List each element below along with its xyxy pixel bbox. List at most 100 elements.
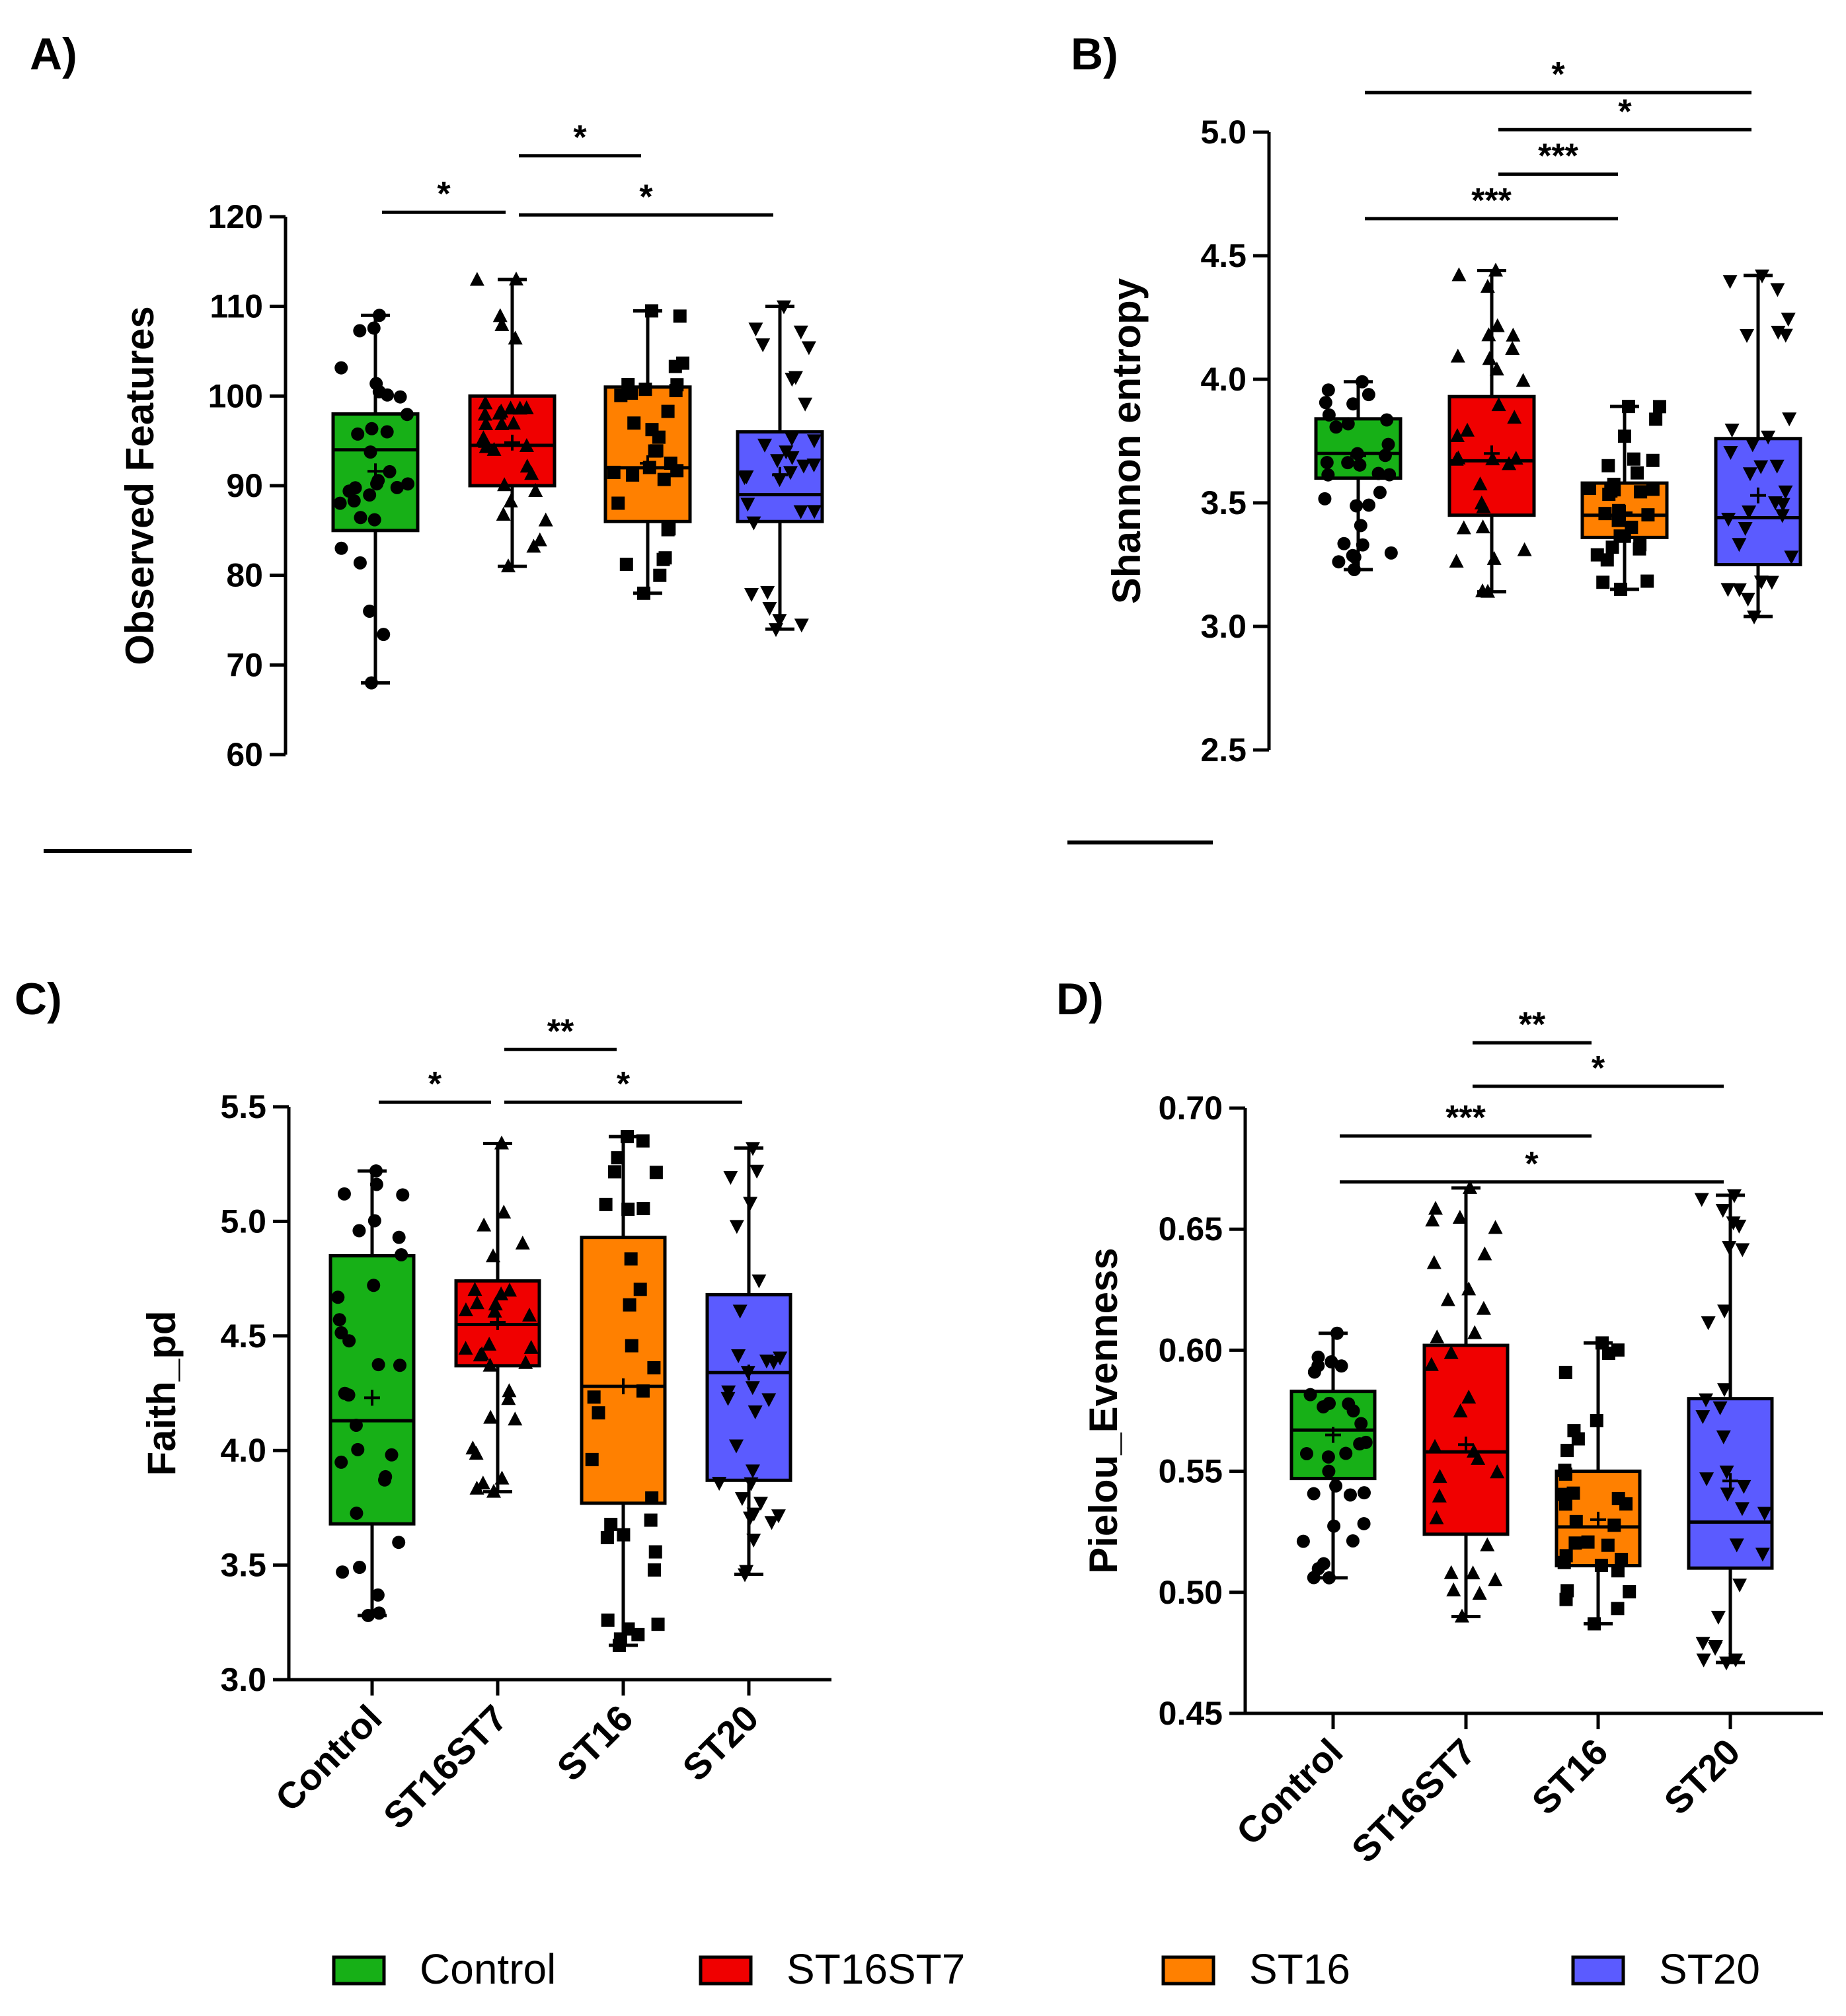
data-point — [1384, 546, 1398, 560]
data-point — [1430, 1329, 1445, 1344]
data-point — [1477, 1246, 1492, 1261]
data-point — [393, 1359, 407, 1372]
data-point — [760, 585, 775, 600]
data-point — [487, 1303, 502, 1318]
data-point — [508, 330, 523, 345]
box-st20 — [1687, 1189, 1774, 1671]
box-st16st7 — [1422, 1179, 1510, 1623]
significance-label: ** — [547, 1012, 574, 1051]
data-point — [642, 461, 656, 474]
data-point — [1475, 583, 1490, 597]
data-point — [338, 1386, 352, 1400]
data-point — [502, 1383, 517, 1398]
data-point — [1456, 520, 1471, 535]
data-point — [1357, 1516, 1371, 1530]
data-point — [1611, 1602, 1625, 1616]
data-point — [1463, 1179, 1477, 1194]
data-point — [1601, 1538, 1615, 1552]
data-point — [483, 1409, 498, 1424]
panel-label: C) — [15, 974, 62, 1024]
box-control — [331, 309, 420, 690]
data-point — [362, 1608, 375, 1622]
data-point — [1432, 1488, 1447, 1503]
data-point — [1652, 400, 1666, 414]
data-point — [1601, 1347, 1615, 1361]
data-point — [469, 272, 484, 286]
data-point — [1631, 466, 1644, 480]
data-point — [1596, 576, 1610, 589]
y-tick-label: 0.60 — [1159, 1331, 1223, 1368]
data-point — [1723, 446, 1738, 461]
data-point — [1299, 1446, 1313, 1460]
data-point — [1605, 541, 1619, 554]
significance-label: ** — [1519, 1006, 1546, 1044]
data-point — [486, 1483, 501, 1498]
data-point — [369, 1177, 383, 1191]
data-point — [1615, 1553, 1629, 1567]
box-rect — [1447, 394, 1536, 517]
data-point — [1460, 422, 1475, 437]
data-point — [1649, 412, 1663, 426]
x-tick-label: ST16ST7 — [1344, 1731, 1484, 1871]
data-point — [1622, 400, 1635, 414]
data-point — [538, 512, 553, 527]
box-st16 — [580, 1130, 667, 1652]
data-point — [624, 1252, 638, 1266]
data-point — [1353, 458, 1367, 472]
data-point — [626, 468, 640, 482]
data-point — [1337, 537, 1351, 550]
data-point — [592, 1406, 605, 1420]
data-point — [1768, 496, 1783, 511]
data-point — [372, 1606, 386, 1620]
data-point — [1348, 550, 1362, 564]
data-point — [1476, 1300, 1491, 1315]
data-point — [647, 1361, 661, 1374]
data-point — [492, 308, 508, 322]
data-point — [743, 1197, 758, 1211]
data-point — [334, 541, 348, 555]
data-point — [1770, 283, 1785, 297]
data-point — [383, 465, 397, 478]
data-point — [1378, 449, 1392, 463]
data-point — [662, 522, 676, 536]
data-point — [1356, 538, 1369, 552]
data-point — [1488, 262, 1503, 277]
data-point — [1506, 327, 1521, 342]
data-point — [503, 493, 518, 507]
data-point — [1428, 1201, 1443, 1215]
data-point — [1712, 1401, 1728, 1415]
data-point — [1757, 1507, 1772, 1521]
data-point — [796, 459, 811, 474]
data-point — [1451, 267, 1467, 281]
data-point — [658, 551, 672, 565]
data-point — [1778, 328, 1793, 343]
data-point — [1699, 1472, 1714, 1487]
data-point — [1701, 1316, 1716, 1331]
data-point — [627, 416, 641, 430]
data-point — [762, 602, 777, 616]
data-point — [657, 472, 671, 486]
data-point — [631, 1627, 645, 1641]
y-tick-label: 2.5 — [1200, 731, 1247, 768]
x-tick-label: ST16 — [1523, 1731, 1615, 1822]
data-point — [494, 1470, 510, 1485]
data-point — [1342, 1397, 1356, 1411]
data-point — [1491, 397, 1506, 412]
data-point — [352, 1224, 366, 1238]
data-point — [1350, 447, 1364, 461]
significance-label: * — [1525, 1145, 1539, 1183]
data-point — [1450, 348, 1465, 363]
legend-swatch-st16 — [1161, 1955, 1215, 1986]
data-point — [731, 1349, 746, 1364]
data-point — [621, 1203, 635, 1216]
data-point — [458, 1341, 473, 1355]
y-tick-label: 3.0 — [1200, 608, 1247, 645]
data-point — [661, 404, 675, 418]
y-tick-label: 4.5 — [1200, 237, 1247, 274]
data-point — [392, 1536, 406, 1549]
data-point — [371, 1358, 385, 1372]
data-point — [467, 1282, 482, 1296]
data-point — [332, 1313, 346, 1327]
data-point — [1560, 1444, 1574, 1458]
